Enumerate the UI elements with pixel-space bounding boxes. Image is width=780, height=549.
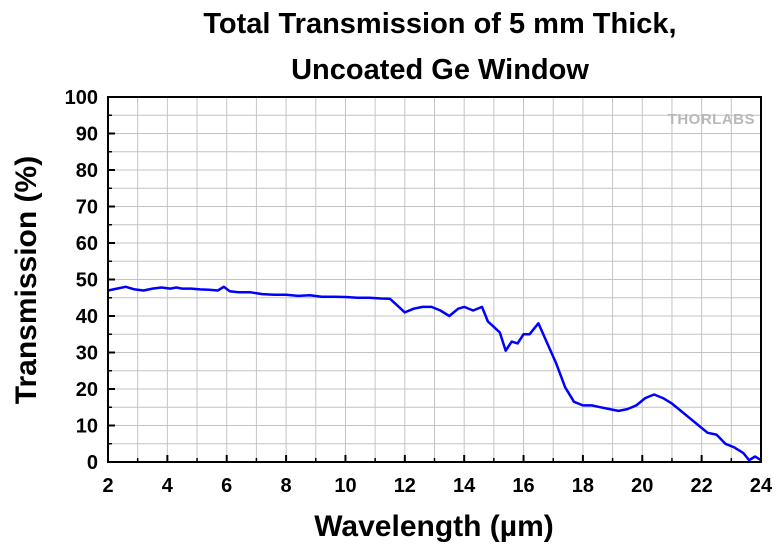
x-tick-label: 24 xyxy=(750,475,773,497)
y-axis-label: Transmission (%) xyxy=(10,156,43,404)
transmission-line xyxy=(107,285,762,462)
y-tick-label: 70 xyxy=(76,197,98,219)
x-tick-label: 8 xyxy=(281,475,292,497)
y-tick-label: 40 xyxy=(76,306,98,328)
y-tick-label: 0 xyxy=(87,452,98,474)
x-tick-label: 10 xyxy=(334,475,356,497)
x-tick-label: 6 xyxy=(221,475,232,497)
x-tick-label: 18 xyxy=(572,475,594,497)
x-tick-label: 4 xyxy=(162,475,174,497)
y-tick-label: 30 xyxy=(76,343,98,365)
x-tick-label: 20 xyxy=(631,475,653,497)
y-tick-label: 50 xyxy=(76,270,98,292)
y-tick-label: 60 xyxy=(76,233,98,255)
y-tick-label: 20 xyxy=(76,379,98,401)
x-tick-label: 16 xyxy=(512,475,534,497)
chart-title-line-2: Uncoated Ge Window xyxy=(291,54,589,86)
x-tick-label: 2 xyxy=(102,475,113,497)
y-tick-label: 90 xyxy=(76,124,98,146)
y-tick-label: 80 xyxy=(76,160,98,182)
y-tick-label: 10 xyxy=(76,416,98,438)
x-axis-label: Wavelength (µm) xyxy=(314,510,554,543)
x-tick-label: 22 xyxy=(691,475,713,497)
x-tick-label: 14 xyxy=(453,475,476,497)
grid-lines xyxy=(107,96,762,463)
y-tick-label: 100 xyxy=(65,87,98,109)
thorlabs-logo: THORLABS xyxy=(668,111,755,128)
x-tick-label: 12 xyxy=(394,475,416,497)
chart-title-line-1: Total Transmission of 5 mm Thick, xyxy=(203,8,676,40)
x-axis-tick-labels: 2 4 6 8 10 12 14 16 18 20 22 24 xyxy=(102,455,773,497)
y-axis-tick-labels: 0 10 20 30 40 50 60 70 80 90 100 xyxy=(65,87,115,474)
